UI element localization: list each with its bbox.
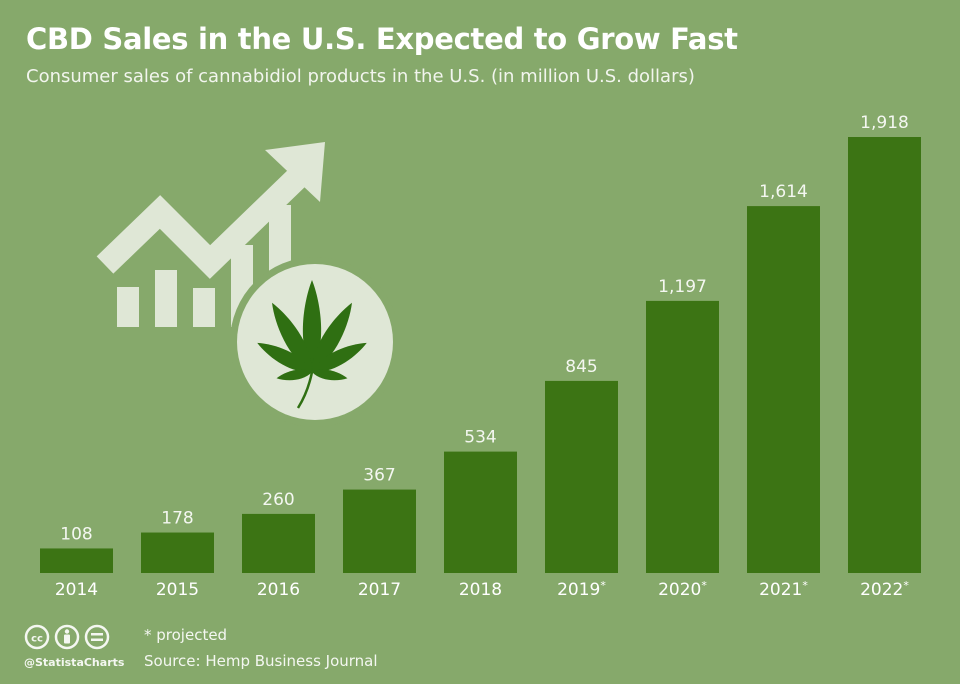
- leaflet: [272, 302, 313, 372]
- leaflet: [276, 369, 312, 381]
- brand-handle: @StatistaCharts: [24, 656, 125, 669]
- bar-2021: [747, 206, 820, 573]
- bar-2022: [848, 137, 921, 573]
- x-tick-2014: 2014: [55, 580, 98, 600]
- chart-subtitle: Consumer sales of cannabidiol products i…: [26, 66, 695, 87]
- leaflet: [257, 342, 312, 373]
- attribution-icon: [54, 624, 80, 650]
- x-tick-2015: 2015: [156, 580, 199, 600]
- value-label-2021: 1,614: [759, 182, 808, 202]
- value-labels-group: 108 178 260 367 534 845 1,197 1,614 1,918: [60, 113, 909, 544]
- source-note: Source: Hemp Business Journal: [144, 652, 378, 670]
- bar-2020: [646, 300, 719, 573]
- leaflet: [302, 280, 322, 372]
- value-label-2020: 1,197: [658, 277, 707, 297]
- value-label-2016: 260: [262, 490, 294, 510]
- no-derivatives-icon: [84, 624, 110, 650]
- leaflet: [311, 302, 352, 372]
- bar-2014: [40, 548, 113, 573]
- value-label-2018: 534: [464, 428, 496, 448]
- x-tick-labels-group: 2014 2015 2016 2017 2018 2019* 2020* 2021* 2022*: [55, 579, 910, 600]
- value-label-2014: 108: [60, 524, 92, 544]
- leaflet: [312, 369, 348, 381]
- svg-text:cc: cc: [31, 634, 43, 645]
- x-tick-2017: 2017: [358, 580, 401, 600]
- value-label-2019: 845: [565, 357, 597, 377]
- bar-2015: [141, 532, 214, 573]
- value-label-2017: 367: [363, 466, 395, 486]
- chart-title: CBD Sales in the U.S. Expected to Grow F…: [26, 22, 738, 56]
- bar-2019: [545, 380, 618, 573]
- x-tick-2021: 2021*: [759, 579, 808, 600]
- cannabis-leaf-icon: [230, 257, 400, 427]
- leaflet: [312, 342, 367, 373]
- x-tick-2016: 2016: [257, 580, 300, 600]
- x-tick-2020: 2020*: [658, 579, 707, 600]
- creative-commons-icon: cc: [24, 624, 50, 650]
- value-label-2015: 178: [161, 509, 193, 529]
- bars-group: [40, 137, 921, 573]
- bar-2018: [444, 451, 517, 573]
- bar-2016: [242, 513, 315, 573]
- x-tick-2019: 2019*: [557, 579, 606, 600]
- value-label-2022: 1,918: [860, 113, 909, 133]
- x-tick-2018: 2018: [459, 580, 502, 600]
- x-tick-2022: 2022*: [860, 579, 909, 600]
- license-icons: cc: [24, 624, 110, 650]
- footnote: * projected: [144, 626, 228, 644]
- bar-2017: [343, 489, 416, 573]
